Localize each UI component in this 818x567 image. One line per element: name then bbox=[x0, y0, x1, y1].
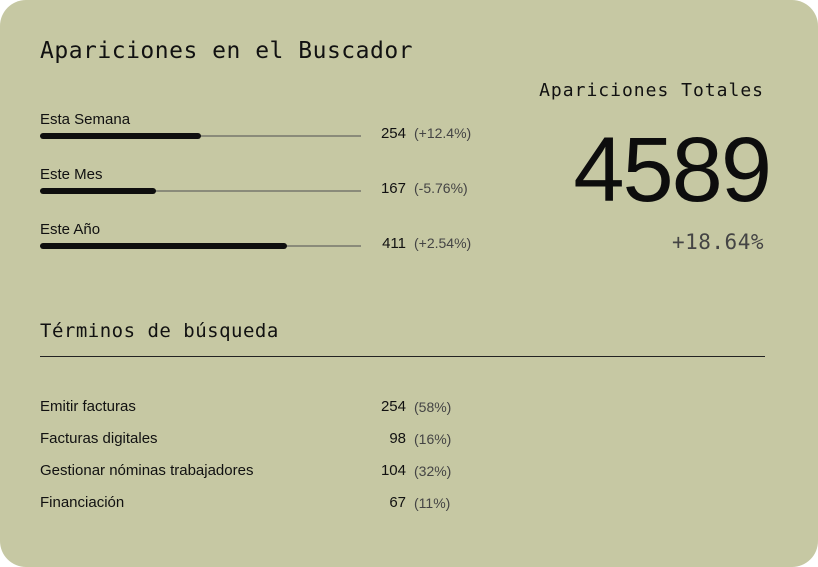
search-term-share: (11%) bbox=[414, 495, 451, 511]
search-term-label: Financiación bbox=[40, 494, 125, 511]
search-term-label: Emitir facturas bbox=[40, 398, 136, 415]
metric-label: Esta Semana bbox=[40, 111, 131, 128]
progress-track bbox=[40, 133, 361, 139]
metric-year: Este Año 411 (+2.54%) bbox=[40, 221, 510, 261]
progress-fill bbox=[40, 243, 288, 249]
search-term-count: 67 bbox=[389, 494, 406, 511]
metric-month: Este Mes 167 (-5.76%) bbox=[40, 166, 510, 206]
metric-value: 411 bbox=[382, 235, 406, 252]
search-term-label: Gestionar nóminas trabajadores bbox=[40, 462, 254, 479]
search-term-count: 104 bbox=[380, 462, 406, 479]
search-term-share: (58%) bbox=[414, 399, 452, 415]
metric-week: Esta Semana 254 (+12.4%) bbox=[40, 111, 510, 151]
search-term-share: (32%) bbox=[414, 463, 452, 479]
total-appearances-label: Apariciones Totales bbox=[539, 80, 764, 101]
metric-change: (+12.4%) bbox=[414, 125, 472, 141]
section-divider bbox=[40, 356, 765, 357]
search-term-share: (16%) bbox=[414, 431, 452, 447]
metric-change: (+2.54%) bbox=[414, 235, 472, 251]
metric-value: 254 bbox=[380, 125, 406, 142]
search-term-count: 254 bbox=[380, 398, 406, 415]
search-term-label: Facturas digitales bbox=[40, 430, 158, 447]
search-term-count: 98 bbox=[389, 430, 406, 447]
metric-label: Este Año bbox=[40, 221, 101, 238]
search-term-row: Emitir facturas 254 (58%) bbox=[40, 398, 500, 420]
progress-fill bbox=[40, 133, 201, 139]
card-title: Apariciones en el Buscador bbox=[40, 38, 414, 64]
metric-value: 167 bbox=[380, 180, 406, 197]
search-terms-title: Términos de búsqueda bbox=[40, 320, 279, 342]
metric-change: (-5.76%) bbox=[414, 180, 468, 196]
progress-track bbox=[40, 243, 361, 249]
total-appearances-value: 4589 bbox=[573, 119, 772, 221]
search-term-row: Financiación 67 (11%) bbox=[40, 494, 500, 516]
progress-fill bbox=[40, 188, 156, 194]
progress-track bbox=[40, 188, 361, 194]
search-term-row: Facturas digitales 98 (16%) bbox=[40, 430, 500, 452]
metric-label: Este Mes bbox=[40, 166, 103, 183]
search-term-row: Gestionar nóminas trabajadores 104 (32%) bbox=[40, 462, 500, 484]
total-appearances-change: +18.64% bbox=[671, 230, 764, 254]
